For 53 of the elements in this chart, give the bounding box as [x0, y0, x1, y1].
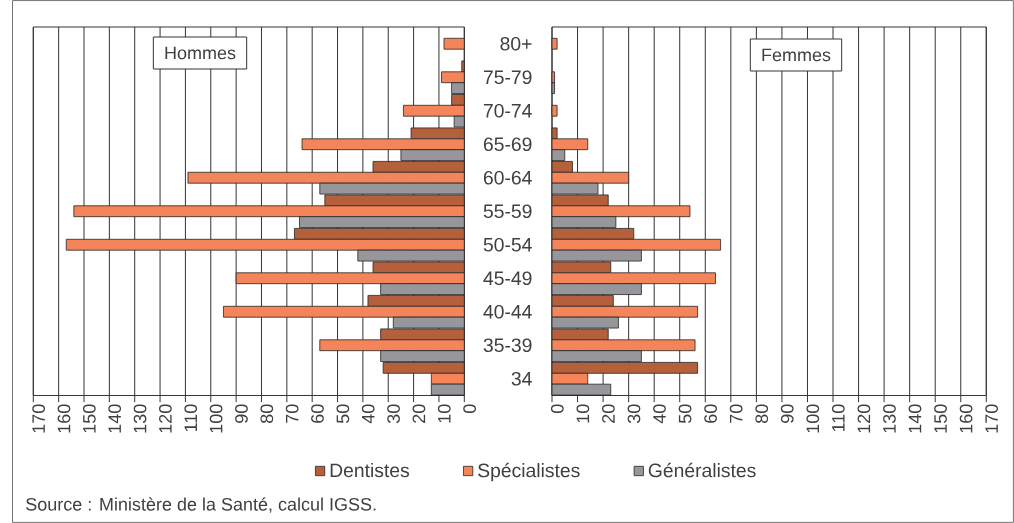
legend-label: Généralistes [648, 462, 756, 478]
x-tick-label: 170 [985, 404, 998, 433]
y-tick-label: 80+ [500, 36, 532, 51]
x-tick-label: 90 [780, 404, 794, 423]
x-tick-label: 50 [678, 404, 692, 424]
x-tick-label: 100 [806, 404, 820, 433]
x-tick-label: 170 [32, 404, 45, 433]
y-tick-label: 40-44 [483, 304, 532, 319]
x-tick-label: 100 [209, 404, 223, 433]
y-tick-label: 60-64 [483, 170, 532, 185]
x-tick-label: 140 [108, 404, 122, 433]
x-tick-label: 130 [133, 404, 147, 433]
x-tick-label: 60 [311, 404, 324, 423]
text: Hommes [165, 46, 236, 60]
x-tick-label: 140 [908, 404, 922, 433]
x-tick-label: 0 [550, 404, 564, 414]
x-tick-label: 160 [57, 404, 71, 433]
x-tick-label: 80 [755, 404, 769, 424]
text: Femmes [762, 48, 831, 62]
y-tick-label: 50-54 [483, 237, 532, 252]
y-tick-label: 45-49 [483, 271, 532, 286]
x-tick-label: 30 [387, 404, 400, 424]
y-tick-label: 55-59 [483, 204, 532, 219]
x-tick-label: 20 [602, 404, 615, 423]
legend-label: Dentistes [330, 462, 410, 478]
y-tick-label: 34 [511, 371, 532, 386]
x-tick-label: 40 [653, 404, 666, 424]
legend-label: Spécialistes [478, 462, 580, 482]
x-tick-label: 80 [260, 404, 274, 424]
x-tick-label: 110 [184, 404, 198, 432]
x-tick-label: 10 [576, 404, 590, 423]
x-tick-label: 20 [412, 404, 426, 423]
x-tick-label: 110 [831, 404, 845, 432]
y-tick-label: 65-69 [483, 137, 532, 152]
x-tick-label: 70 [729, 404, 743, 423]
x-tick-label: 40 [361, 404, 375, 424]
x-tick-label: 50 [336, 404, 350, 424]
x-tick-label: 10 [437, 404, 451, 423]
x-tick-label: 150 [82, 404, 96, 433]
x-tick-label: 120 [857, 404, 871, 433]
x-tick-label: 0 [463, 404, 476, 414]
x-tick-label: 70 [285, 404, 299, 423]
x-tick-label: 120 [159, 404, 172, 433]
source-note: Source : Ministère de la Santé, calcul IGSS. [26, 497, 376, 513]
x-tick-label: 130 [883, 404, 896, 433]
x-tick-label: 60 [704, 404, 717, 423]
y-tick-label: 35-39 [483, 338, 532, 353]
y-tick-label: 70-74 [483, 103, 532, 118]
x-tick-label: 90 [235, 404, 248, 423]
x-tick-label: 150 [934, 404, 947, 433]
x-tick-label: 30 [627, 404, 641, 424]
y-tick-label: 75-79 [483, 70, 532, 85]
x-tick-label: 160 [959, 404, 973, 433]
